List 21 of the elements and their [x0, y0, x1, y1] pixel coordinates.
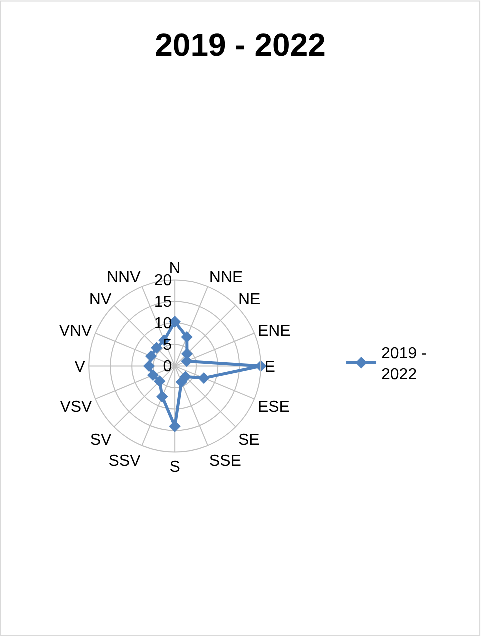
spoke-label: E	[264, 358, 276, 376]
spoke-label: NV	[89, 292, 112, 309]
spoke-label: ENE	[258, 322, 291, 340]
spoke-label: V	[74, 358, 86, 376]
spoke-label: VNV	[59, 322, 93, 340]
spoke-label: SSE	[209, 453, 242, 470]
spoke-label: S	[170, 458, 180, 476]
y-tick-label: 10	[154, 315, 172, 332]
y-tick-label: 0	[163, 358, 172, 376]
spoke-label: NNE	[209, 270, 244, 287]
chart-title: 2019 - 2022	[155, 26, 326, 63]
spoke-label: NNV	[106, 270, 142, 287]
spoke-label: SE	[238, 432, 260, 449]
spoke-label: SV	[90, 432, 112, 449]
y-tick-label: 15	[154, 294, 172, 311]
spoke-label: SSV	[108, 453, 142, 470]
legend-label: 2019 - 2022	[382, 346, 427, 384]
spoke-label: VSV	[60, 398, 93, 416]
spoke-label: NE	[238, 292, 261, 309]
spoke-label: ESE	[258, 398, 290, 416]
y-tick-label: 20	[154, 272, 172, 290]
